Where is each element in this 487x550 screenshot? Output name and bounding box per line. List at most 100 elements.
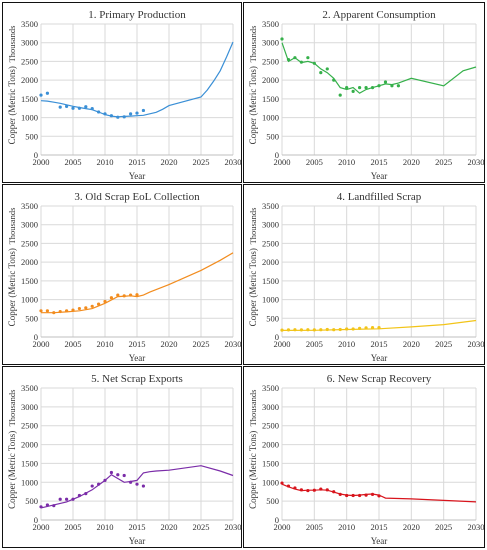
data-point — [325, 67, 329, 71]
data-point — [312, 61, 316, 65]
chart-svg: 0 500 1000 1500 2000 2500 3000 3500 2000 2005 2010… — [248, 373, 485, 546]
y-unit-label: Thousands — [7, 208, 17, 245]
x-tick-label: 2010 — [338, 339, 355, 349]
y-unit-label: Thousands — [7, 26, 17, 63]
y-tick-label: 1000 — [21, 113, 38, 123]
x-tick-label: 2025 — [435, 339, 452, 349]
data-point — [332, 328, 336, 332]
data-point — [103, 299, 107, 304]
chart-title: 1. Primary Production — [88, 9, 186, 21]
x-axis-label: Year — [371, 536, 388, 546]
x-tick-label: 2030 — [225, 157, 242, 167]
data-point — [122, 473, 126, 478]
x-tick-label: 2010 — [97, 339, 114, 349]
y-unit-label: Thousands — [7, 390, 17, 427]
y-tick-label: 2000 — [262, 75, 279, 85]
data-point — [65, 497, 69, 501]
data-point — [84, 105, 88, 109]
y-tick-label: 0 — [275, 150, 279, 160]
x-tick-label: 2020 — [161, 522, 178, 532]
y-tick-label: 500 — [266, 496, 279, 506]
data-point — [345, 86, 349, 90]
x-tick-label: 2030 — [468, 522, 485, 532]
y-tick-label: 2000 — [262, 440, 279, 450]
chart-panel-6: 0 500 1000 1500 2000 2500 3000 3500 2000 2005 2010… — [243, 366, 485, 548]
data-point — [325, 488, 329, 492]
y-tick-label: 0 — [34, 332, 38, 342]
y-axis-label: Copper (Metric Tons) — [7, 66, 17, 144]
data-point — [319, 71, 323, 75]
y-tick-label: 0 — [275, 515, 279, 525]
x-tick-label: 2015 — [371, 522, 388, 532]
y-tick-label: 2000 — [262, 257, 279, 267]
y-tick-label: 2000 — [21, 75, 38, 85]
data-point — [90, 304, 94, 308]
data-point — [351, 493, 355, 498]
data-point — [97, 110, 101, 114]
data-point — [45, 91, 50, 95]
data-point — [306, 56, 310, 60]
data-point — [71, 308, 75, 312]
data-point — [122, 294, 126, 298]
x-tick-label: 2000 — [274, 157, 291, 167]
y-unit-label: Thousands — [248, 26, 258, 63]
y-tick-label: 2500 — [21, 238, 38, 248]
y-tick-label: 500 — [266, 131, 279, 141]
chart-panel-3: 0 500 1000 1500 2000 2500 3000 3500 2000 2005 2010… — [2, 184, 242, 365]
y-tick-label: 2000 — [21, 257, 38, 267]
y-tick-label: 0 — [34, 150, 38, 160]
x-axis-label: Year — [129, 536, 146, 546]
x-tick-label: 2005 — [65, 522, 82, 532]
y-tick-label: 3000 — [262, 220, 279, 230]
data-point — [109, 296, 113, 300]
data-point — [65, 104, 69, 108]
data-point — [319, 328, 323, 332]
chart-title: 2. Apparent Consumption — [322, 9, 436, 21]
x-tick-label: 2015 — [371, 157, 388, 167]
data-point — [84, 492, 88, 496]
chart-svg: 0 500 1000 1500 2000 2500 3000 3500 2000 2005 2010… — [7, 191, 242, 363]
data-point — [84, 306, 88, 310]
data-point — [396, 84, 400, 88]
data-point — [90, 484, 94, 488]
y-tick-label: 3500 — [262, 383, 279, 393]
data-point — [90, 106, 94, 111]
x-tick-label: 2025 — [193, 339, 210, 349]
data-point — [293, 328, 297, 332]
y-tick-label: 3500 — [21, 201, 38, 211]
data-point — [293, 486, 297, 490]
data-point — [52, 504, 56, 508]
data-point — [286, 484, 291, 488]
x-tick-label: 2025 — [435, 522, 452, 532]
y-tick-label: 2500 — [21, 56, 38, 66]
series-line — [281, 42, 477, 94]
data-point — [377, 84, 381, 88]
y-tick-label: 2500 — [262, 238, 279, 248]
data-point — [141, 484, 145, 488]
x-tick-label: 2015 — [371, 339, 388, 349]
data-point — [377, 494, 381, 498]
y-tick-label: 500 — [25, 496, 38, 506]
y-tick-label: 3000 — [21, 220, 38, 230]
x-tick-label: 2025 — [435, 157, 452, 167]
chart-svg: 0 500 1000 1500 2000 2500 3000 3500 2000 2005 2010… — [7, 9, 242, 181]
y-tick-label: 1000 — [21, 477, 38, 487]
chart-title: 5. Net Scrap Exports — [91, 373, 183, 385]
y-tick-label: 3000 — [262, 38, 279, 48]
y-tick-label: 1500 — [262, 458, 279, 468]
x-tick-label: 2025 — [193, 157, 210, 167]
y-tick-label: 2000 — [21, 440, 38, 450]
data-point — [364, 86, 368, 90]
y-tick-label: 1500 — [21, 276, 38, 286]
data-point — [39, 309, 43, 313]
data-point — [135, 293, 139, 297]
y-tick-label: 2500 — [262, 421, 279, 431]
y-axis-label: Copper (Metric Tons) — [248, 431, 258, 509]
y-axis-label: Copper (Metric Tons) — [248, 66, 258, 144]
chart-svg: 0 500 1000 1500 2000 2500 3000 3500 2000 2005 2010… — [7, 373, 242, 546]
data-point — [116, 473, 120, 477]
y-tick-label: 500 — [25, 131, 38, 141]
x-axis-label: Year — [129, 353, 146, 363]
data-point — [39, 505, 43, 509]
